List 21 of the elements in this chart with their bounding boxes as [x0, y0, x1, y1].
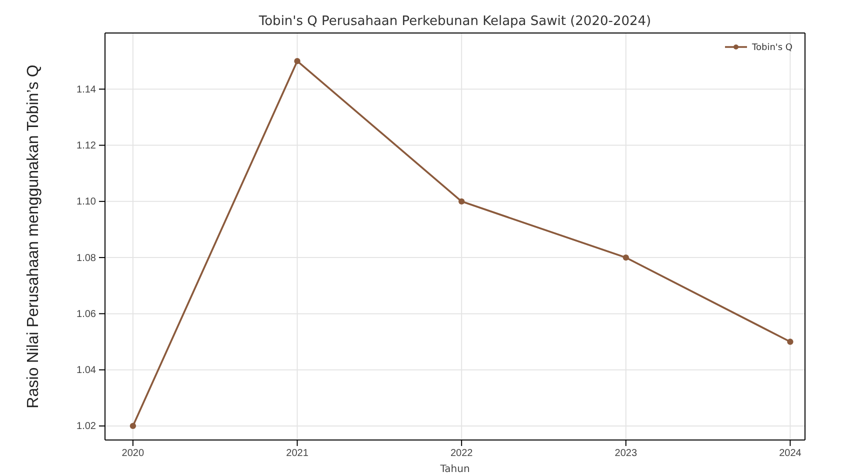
chart-title: Tobin's Q Perusahaan Perkebunan Kelapa Sawit (2020-2024) — [258, 14, 652, 29]
x-tick-label: 2024 — [779, 448, 802, 460]
y-axis-title: Rasio Nilai Perusahaan menggunakan Tobin’s Q — [25, 64, 42, 408]
point — [130, 422, 136, 430]
y-tick-label: 1.04 — [76, 365, 96, 376]
y-tick-label: 1.08 — [76, 252, 96, 264]
x-axis-title: Tahun — [439, 464, 470, 475]
y-tick-label: 1.02 — [76, 421, 96, 432]
y-tick-label: 1.06 — [76, 308, 96, 320]
point — [294, 58, 300, 64]
point — [787, 338, 794, 345]
legend-label: Tobin's Q — [751, 43, 792, 53]
y-tick-label: 1.10 — [76, 196, 96, 208]
x-tick-label: 2023 — [614, 448, 638, 460]
y-tick-label: 1.14 — [76, 84, 96, 96]
point — [458, 198, 465, 204]
point — [622, 254, 629, 261]
x-tick-label: 2022 — [450, 448, 474, 460]
y-tick-label: 1.12 — [76, 140, 96, 152]
x-tick-label: 2020 — [122, 448, 144, 460]
x-tick-label: 2021 — [286, 448, 309, 460]
